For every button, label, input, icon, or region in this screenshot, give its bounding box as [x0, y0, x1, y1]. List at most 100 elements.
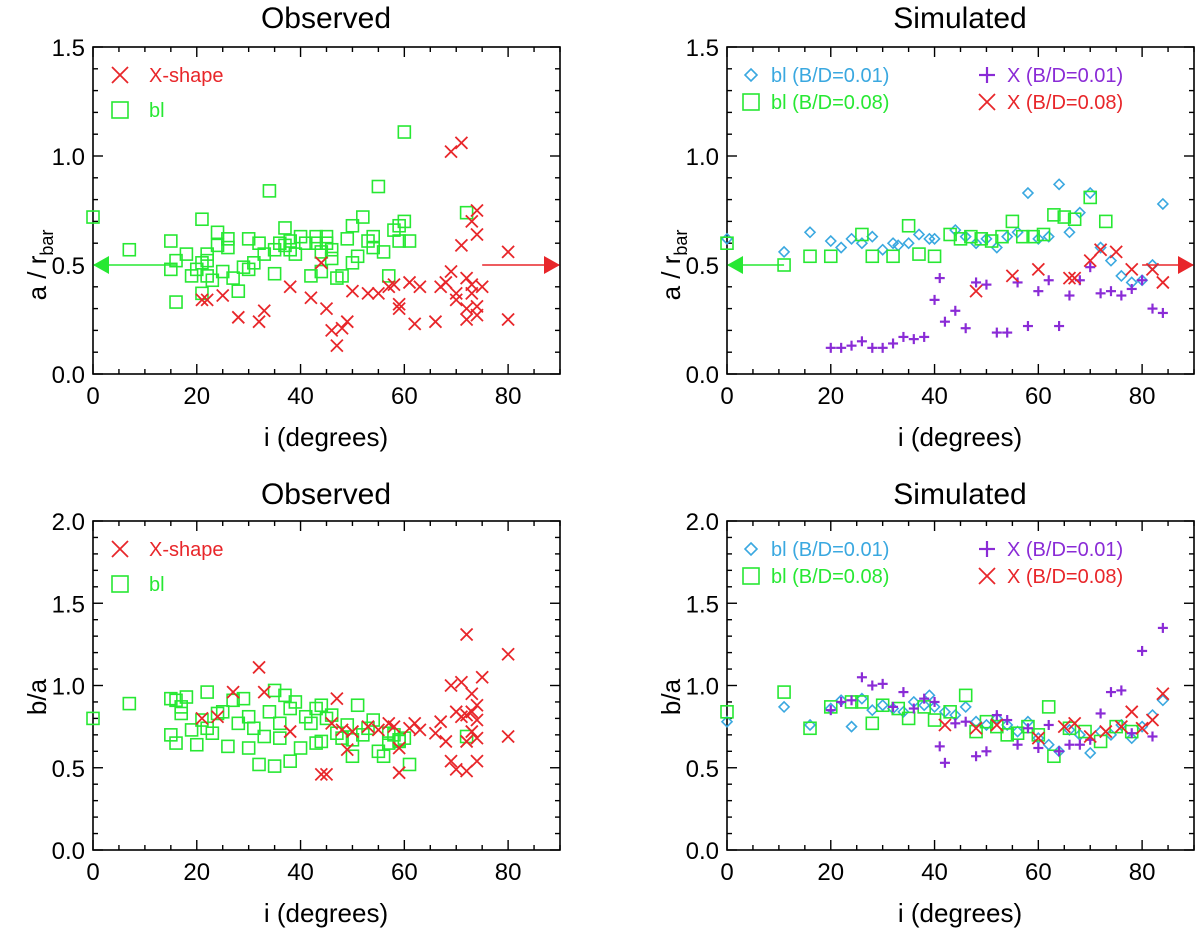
square-outline	[777, 258, 791, 272]
x-stroke	[226, 685, 240, 699]
data-point	[720, 236, 734, 250]
data-point	[454, 238, 469, 253]
x-tick-label: 0	[720, 383, 733, 410]
data-point	[340, 743, 354, 757]
x-stroke	[304, 291, 318, 305]
data-point	[314, 767, 328, 781]
data-point	[257, 247, 272, 261]
data-point	[164, 234, 178, 248]
x-stroke	[470, 754, 484, 768]
square-outline	[1098, 214, 1113, 229]
plot-area: 0 20 40 60 80 0.0 0.5 1.0 1.5 2.0 X-shape bl	[52, 509, 561, 886]
data-point	[1031, 728, 1046, 742]
square-outline	[169, 295, 183, 309]
plot-frame	[92, 520, 561, 851]
data-point	[439, 275, 453, 290]
y-axis-label: a / rbar	[22, 230, 57, 301]
data-point	[195, 711, 209, 726]
data-point	[938, 718, 952, 732]
square-outline	[875, 698, 890, 713]
data-point	[991, 327, 1002, 338]
x-stroke	[252, 315, 266, 329]
x-tick-label: 60	[1025, 383, 1052, 410]
data-point	[164, 262, 178, 277]
data-point	[919, 693, 930, 704]
data-point	[345, 218, 360, 233]
x-stroke	[1057, 719, 1071, 734]
square-outline	[330, 271, 344, 285]
diamond-outline	[980, 232, 993, 245]
y-axis-label: b/a	[22, 678, 52, 715]
diamond-outline	[845, 232, 858, 245]
data-point	[449, 762, 463, 777]
y-axis-label-main: a / r	[656, 255, 686, 300]
square-outline	[990, 719, 1004, 734]
data-point	[846, 695, 857, 706]
data-point	[1084, 746, 1097, 760]
data-point	[867, 680, 878, 691]
data-point	[272, 731, 287, 745]
square-outline	[943, 705, 957, 719]
x-stroke	[345, 284, 360, 298]
x-stroke	[314, 256, 328, 270]
square-outline	[184, 723, 199, 737]
data-point	[465, 687, 479, 701]
square-outline	[257, 729, 272, 744]
x-stroke	[428, 726, 443, 740]
square-outline	[122, 242, 137, 257]
square-outline	[720, 236, 734, 250]
diamond-outline	[1042, 738, 1055, 751]
x-stroke	[969, 721, 983, 735]
data-point	[215, 705, 230, 719]
diamond-outline	[720, 715, 734, 728]
legend-marker	[979, 67, 995, 83]
x-stroke	[459, 627, 474, 642]
x-stroke	[454, 238, 469, 253]
square-outline	[195, 286, 209, 301]
x-stroke	[1135, 721, 1149, 735]
data-point	[1085, 262, 1096, 273]
data-point	[444, 145, 458, 159]
data-point	[929, 696, 940, 707]
data-point	[335, 723, 349, 737]
data-point	[122, 242, 137, 257]
data-point	[169, 736, 183, 750]
data-point	[981, 746, 992, 757]
data-point	[969, 721, 983, 735]
square-outline	[777, 685, 791, 699]
diamond-outline	[1104, 254, 1118, 267]
diamond-outline	[777, 245, 791, 259]
legend-label: bl	[149, 100, 165, 122]
square-outline	[164, 728, 178, 742]
data-point	[465, 277, 479, 292]
data-point	[984, 234, 999, 248]
data-point	[340, 315, 354, 329]
data-point	[1095, 708, 1106, 719]
data-point	[122, 696, 137, 711]
x-stroke	[387, 719, 401, 734]
x-stroke	[938, 718, 952, 732]
square-outline	[803, 249, 817, 264]
diamond-outline	[1052, 178, 1066, 191]
data-point	[179, 247, 194, 261]
square-outline	[164, 234, 178, 248]
x-axis-label: i (degrees)	[898, 422, 1022, 452]
square-outline	[1078, 724, 1092, 739]
data-point	[1005, 269, 1020, 283]
data-point	[1033, 286, 1044, 297]
data-point	[1000, 728, 1015, 742]
square-outline	[179, 690, 194, 704]
data-point	[475, 280, 489, 294]
x-stroke	[200, 293, 214, 307]
square-outline	[974, 232, 989, 246]
data-point	[1105, 286, 1116, 297]
diamond-outline	[928, 232, 941, 245]
x-stroke	[459, 312, 474, 327]
x-stroke	[319, 767, 334, 781]
data-point	[1036, 227, 1051, 242]
data-point	[1093, 243, 1108, 257]
square-outline	[309, 701, 323, 716]
x-stroke	[470, 731, 484, 745]
square-outline	[236, 691, 251, 706]
